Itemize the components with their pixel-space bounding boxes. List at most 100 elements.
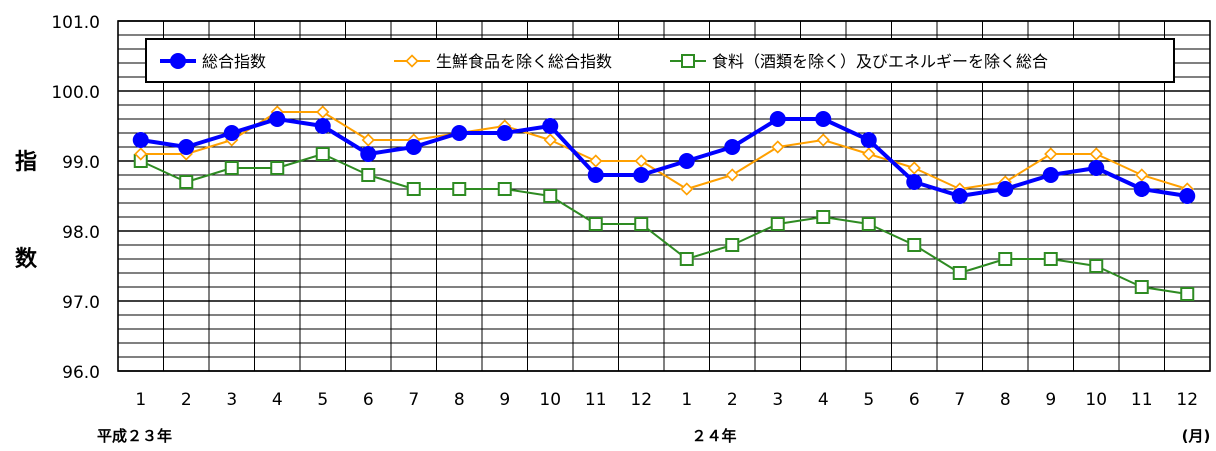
data-point	[906, 174, 923, 190]
data-point	[816, 210, 831, 224]
x-tick-label: 9	[499, 390, 510, 410]
x-tick-label: 5	[863, 390, 874, 410]
x-tick-label: 6	[909, 390, 920, 410]
data-point	[1089, 259, 1104, 273]
data-point	[862, 147, 876, 161]
data-point	[496, 125, 513, 141]
data-point	[361, 168, 376, 182]
data-point	[1179, 188, 1196, 204]
data-point	[724, 139, 741, 155]
data-point	[269, 111, 286, 127]
y-tick-labels: 96.0 97.0 98.0 99.0 100.0 101.0	[51, 13, 100, 383]
x-tick-label: 12	[1176, 390, 1198, 410]
data-point	[861, 217, 876, 231]
x-tick-label: 3	[772, 390, 783, 410]
data-point	[178, 139, 195, 155]
data-point	[405, 139, 422, 155]
data-point	[497, 182, 512, 196]
x-tick-label: 12	[630, 390, 652, 410]
legend-item-3: 食料（酒類を除く）及びエネルギーを除く総合	[670, 52, 1048, 71]
x-tick-label: 4	[818, 390, 829, 410]
series-1	[132, 111, 1196, 204]
data-point	[998, 252, 1013, 266]
y-tick-label: 96.0	[62, 363, 100, 383]
x-tick-label: 4	[272, 390, 283, 410]
y-tick-label: 101.0	[51, 13, 100, 33]
y-tick-label: 100.0	[51, 83, 100, 103]
data-point	[1135, 168, 1149, 182]
y-tick-label: 98.0	[62, 223, 100, 243]
x-tick-label: 8	[1000, 390, 1011, 410]
data-point	[1043, 252, 1058, 266]
legend-item-1: 総合指数	[160, 52, 266, 71]
data-point	[816, 133, 830, 147]
x-tick-label: 5	[317, 390, 328, 410]
data-point	[314, 118, 331, 134]
data-point	[771, 140, 785, 154]
x-tick-label: 1	[681, 390, 692, 410]
data-point	[223, 125, 240, 141]
x-tick-label: 9	[1045, 390, 1056, 410]
data-point	[224, 161, 239, 175]
y-tick-label: 99.0	[62, 153, 100, 173]
data-point	[952, 266, 967, 280]
data-point	[725, 238, 740, 252]
data-point	[680, 182, 694, 196]
data-point	[679, 252, 694, 266]
x-tick-label: 7	[408, 390, 419, 410]
legend-label: 総合指数	[202, 52, 266, 71]
data-point	[1089, 147, 1103, 161]
data-point	[678, 153, 695, 169]
x-tick-labels: 1 2 3 4 5 6 7 8 9 10 11 12 1 2 3 4 5 6 7 8 9 10 11 12	[135, 390, 1198, 410]
data-point	[633, 167, 650, 183]
data-point	[1134, 280, 1149, 294]
data-point	[1180, 287, 1195, 301]
data-point	[270, 161, 285, 175]
data-point	[542, 118, 559, 134]
x-tick-label: 11	[585, 390, 607, 410]
data-point	[1133, 181, 1150, 197]
data-point	[860, 132, 877, 148]
data-point	[132, 132, 149, 148]
data-point	[134, 147, 148, 161]
data-point	[1044, 147, 1058, 161]
x-tick-label: 10	[539, 390, 561, 410]
data-point	[316, 105, 330, 119]
series-3	[133, 147, 1195, 301]
data-point	[589, 154, 603, 168]
data-point	[360, 146, 377, 162]
data-point	[815, 111, 832, 127]
data-point	[725, 168, 739, 182]
legend-label: 食料（酒類を除く）及びエネルギーを除く総合	[712, 52, 1048, 71]
unit-label-month: (月)	[1182, 427, 1211, 445]
x-tick-label: 8	[454, 390, 465, 410]
data-point	[315, 147, 330, 161]
series-line	[140, 111, 1188, 190]
legend-marker	[170, 53, 186, 69]
legend-marker	[681, 54, 695, 68]
series-line	[140, 153, 1188, 295]
data-point	[543, 133, 557, 147]
data-point	[179, 175, 194, 189]
x-tick-label: 2	[727, 390, 738, 410]
data-point	[587, 167, 604, 183]
x-tick-label: 11	[1131, 390, 1153, 410]
y-axis-label-char-1: 指	[15, 150, 37, 175]
x-tick-label: 2	[181, 390, 192, 410]
data-point	[361, 133, 375, 147]
y-tick-label: 97.0	[62, 293, 100, 313]
x-tick-label: 7	[954, 390, 965, 410]
data-point	[770, 217, 785, 231]
data-point	[1088, 160, 1105, 176]
x-tick-label: 6	[363, 390, 374, 410]
data-point	[543, 189, 558, 203]
plot-border	[117, 20, 1211, 372]
legend-box	[145, 38, 1175, 83]
data-point	[907, 161, 921, 175]
data-point	[406, 182, 421, 196]
legend-label: 生鮮食品を除く総合指数	[436, 52, 612, 71]
x-tick-label: 3	[226, 390, 237, 410]
data-point	[634, 154, 648, 168]
